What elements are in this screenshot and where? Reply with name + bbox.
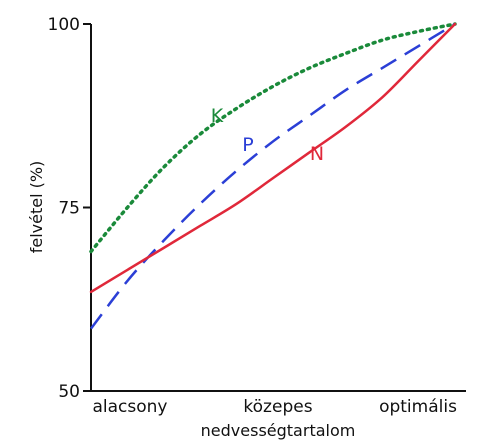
- y-ticks: 50 75 100: [48, 15, 91, 402]
- series-label-n: N: [310, 143, 324, 165]
- y-axis-label: felvétel (%): [27, 161, 46, 254]
- y-tick-label: 100: [48, 15, 80, 35]
- y-tick-label: 75: [58, 199, 80, 219]
- series-label-p: P: [242, 134, 253, 156]
- series-line-n: [89, 22, 457, 294]
- series-group: KP N: [89, 22, 457, 330]
- series-line-p: [90, 22, 456, 330]
- y-tick-label: 50: [58, 382, 80, 402]
- x-axis-label: nedvességtartalom: [201, 421, 356, 440]
- x-ticks: alacsony közepes optimális: [93, 397, 458, 417]
- x-tick-label: optimális: [379, 397, 457, 417]
- series-label-k: K: [211, 105, 224, 127]
- x-tick-label: alacsony: [93, 397, 168, 417]
- series-line-k: [89, 22, 457, 254]
- x-tick-label: közepes: [243, 397, 312, 417]
